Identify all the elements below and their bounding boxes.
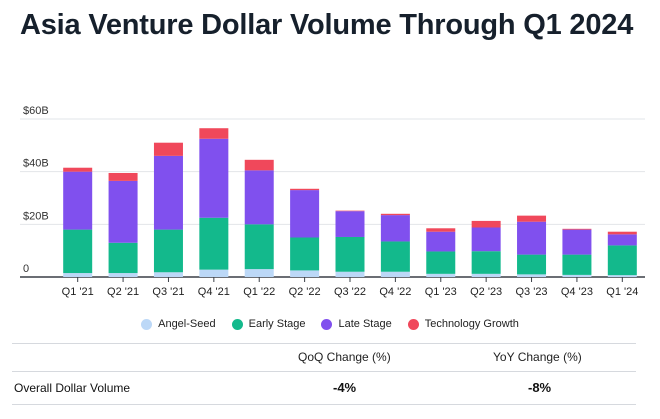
bar-late-stage xyxy=(426,231,456,252)
bar-early-stage xyxy=(244,224,274,270)
x-tick-label: Q3 '22 xyxy=(334,286,366,298)
y-tick-label: 0 xyxy=(23,263,29,275)
bar-angel-seed xyxy=(199,269,229,277)
x-tick-label: Q2 '22 xyxy=(289,286,321,298)
bar-early-stage xyxy=(607,245,637,276)
legend-label-late-stage: Late Stage xyxy=(338,318,392,330)
legend-label-angel-seed: Angel-Seed xyxy=(158,318,216,330)
qoq-value: -4% xyxy=(333,380,357,395)
x-tick-label: Q3 '21 xyxy=(152,286,184,298)
bar-late-stage xyxy=(244,170,274,225)
legend-swatch-technology-growth xyxy=(407,318,419,330)
stacked-bar-chart: 0 $20B $40B $60B Q1 '21 Q2 '21 Q3 '21 Q4 '21 Q1 … xyxy=(20,105,645,298)
legend-swatch-angel-seed xyxy=(141,318,153,330)
bar-early-stage xyxy=(335,236,365,272)
bar-technology-growth xyxy=(517,215,547,222)
yoy-header: YoY Change (%) xyxy=(493,350,582,364)
x-tick-label: Q3 '23 xyxy=(515,286,547,298)
x-tick-label: Q4 '21 xyxy=(198,286,230,298)
bar-angel-seed xyxy=(426,273,456,277)
bar-angel-seed xyxy=(517,274,547,277)
bar-early-stage xyxy=(380,241,410,272)
legend-label-early-stage: Early Stage xyxy=(248,318,306,330)
bar-late-stage xyxy=(108,180,138,243)
bar-angel-seed xyxy=(63,273,93,277)
bar-early-stage xyxy=(108,242,138,274)
bar-early-stage xyxy=(562,254,592,275)
bar-technology-growth xyxy=(335,210,365,212)
bar-early-stage xyxy=(63,229,93,274)
x-tick-label: Q2 '21 xyxy=(107,286,139,298)
bar-late-stage xyxy=(607,234,637,246)
bar-late-stage xyxy=(562,229,592,255)
bar-angel-seed xyxy=(153,272,183,277)
yoy-value: -8% xyxy=(528,380,552,395)
x-tick-label: Q2 '23 xyxy=(470,286,502,298)
bar-technology-growth xyxy=(471,220,501,228)
bar-late-stage xyxy=(380,215,410,242)
bar-late-stage xyxy=(153,155,183,230)
qoq-header: QoQ Change (%) xyxy=(298,350,391,364)
y-tick-label: $20B xyxy=(23,210,49,222)
bar-early-stage xyxy=(426,251,456,274)
chart-legend: Angel-Seed Early Stage Late Stage Techno… xyxy=(0,318,660,330)
bar-technology-growth xyxy=(607,231,637,235)
x-tick-label: Q1 '21 xyxy=(62,286,94,298)
legend-swatch-late-stage xyxy=(321,318,333,330)
legend-item-technology-growth: Technology Growth xyxy=(407,318,519,330)
x-tick-label: Q1 '23 xyxy=(425,286,457,298)
bar-technology-growth xyxy=(380,213,410,216)
bar-angel-seed xyxy=(471,273,501,277)
bar-technology-growth xyxy=(153,142,183,156)
bar-late-stage xyxy=(517,221,547,255)
table-header-divider xyxy=(12,371,636,372)
bar-late-stage xyxy=(335,211,365,237)
table-bottom-divider xyxy=(12,404,636,405)
x-tick-label: Q1 '22 xyxy=(243,286,275,298)
x-tick-label: Q4 '23 xyxy=(561,286,593,298)
x-tick-label: Q4 '22 xyxy=(379,286,411,298)
bar-early-stage xyxy=(290,237,320,271)
bar-late-stage xyxy=(471,227,501,252)
legend-item-early-stage: Early Stage xyxy=(231,318,306,330)
bar-angel-seed xyxy=(335,271,365,277)
bar-angel-seed xyxy=(380,271,410,277)
table-top-divider xyxy=(12,343,636,344)
y-tick-label: $60B xyxy=(23,105,49,117)
bar-early-stage xyxy=(471,251,501,274)
legend-item-late-stage: Late Stage xyxy=(321,318,392,330)
bar-angel-seed xyxy=(562,274,592,277)
bar-technology-growth xyxy=(426,228,456,232)
legend-label-technology-growth: Technology Growth xyxy=(424,318,519,330)
bar-angel-seed xyxy=(607,275,637,277)
bar-technology-growth xyxy=(108,172,138,181)
bar-late-stage xyxy=(290,190,320,238)
x-tick-label: Q1 '24 xyxy=(606,286,638,298)
y-tick-label: $40B xyxy=(23,158,49,170)
bar-early-stage xyxy=(517,254,547,275)
bar-early-stage xyxy=(153,229,183,273)
bar-angel-seed xyxy=(290,270,320,277)
bar-technology-growth xyxy=(199,128,229,139)
bar-early-stage xyxy=(199,217,229,270)
bar-late-stage xyxy=(63,171,93,230)
bar-angel-seed xyxy=(108,273,138,277)
bar-technology-growth xyxy=(63,167,93,172)
legend-item-angel-seed: Angel-Seed xyxy=(141,318,216,330)
bar-late-stage xyxy=(199,138,229,218)
bar-technology-growth xyxy=(244,159,274,171)
bar-angel-seed xyxy=(244,269,274,277)
bar-technology-growth xyxy=(562,228,592,230)
bar-technology-growth xyxy=(290,188,320,191)
legend-swatch-early-stage xyxy=(231,318,243,330)
chart-title: Asia Venture Dollar Volume Through Q1 20… xyxy=(20,9,634,41)
overall-dollar-volume-label: Overall Dollar Volume xyxy=(14,381,131,395)
